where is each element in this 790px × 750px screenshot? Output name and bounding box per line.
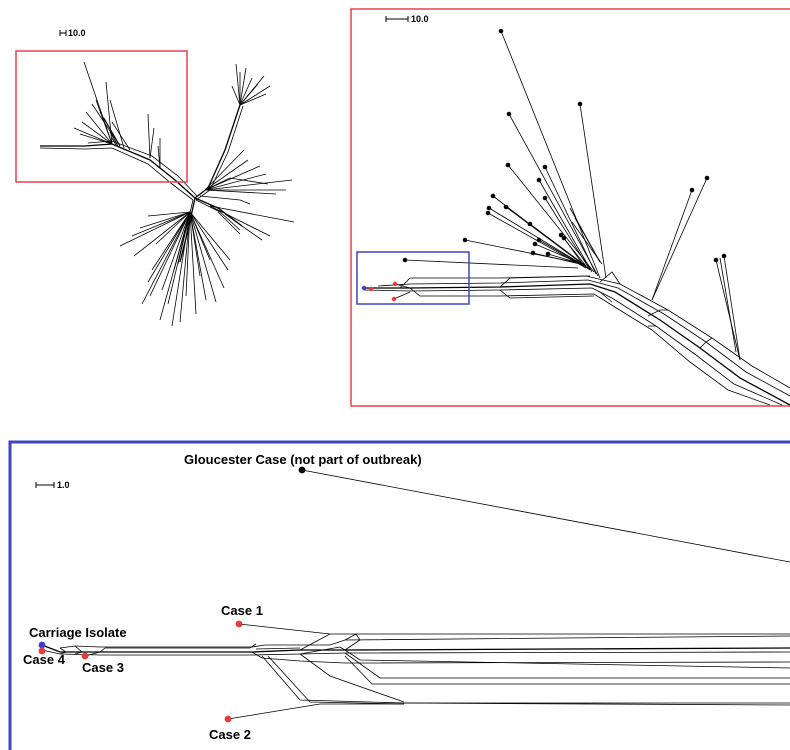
zoom-highlight-box (356, 251, 470, 305)
overview-network (39, 61, 295, 327)
zoom-panel: 10.0 (350, 8, 790, 407)
overview-highlight-box (15, 50, 188, 183)
overview-panel: 10.0 (15, 28, 295, 327)
black-node (558, 232, 564, 238)
case3-label: Case 3 (82, 660, 124, 675)
case1-node (235, 620, 243, 628)
black-node (689, 187, 695, 193)
black-node (527, 221, 533, 227)
black-node (536, 237, 542, 243)
case-node (368, 286, 374, 292)
black-node (485, 210, 491, 216)
black-node (498, 28, 504, 34)
detail-scale-bar: 1.0 (35, 480, 70, 490)
case4-node (38, 647, 46, 655)
case-node (391, 296, 397, 302)
black-node (577, 101, 583, 107)
case-node (392, 281, 398, 287)
zoom-scale-bar: 10.0 (385, 14, 429, 24)
black-node (462, 237, 468, 243)
detail-panel-frame (8, 440, 790, 750)
detail-network (41, 469, 790, 720)
black-node (490, 193, 496, 199)
black-node (505, 162, 511, 168)
case1-label: Case 1 (221, 603, 263, 618)
black-node (503, 204, 509, 210)
detail-scale-label: 1.0 (57, 480, 70, 490)
black-node (532, 241, 538, 247)
zoom-network (363, 30, 790, 406)
black-node (721, 253, 727, 259)
overview-scale-label: 10.0 (68, 28, 86, 38)
gloucester-node (298, 466, 306, 474)
black-node (506, 111, 512, 117)
case4-label: Case 4 (23, 652, 66, 667)
black-node (561, 235, 567, 241)
carriage-isolate-node (38, 641, 46, 649)
black-node (486, 205, 492, 211)
detail-panel: 1.0 (8, 440, 790, 750)
black-node (542, 195, 548, 201)
black-node (704, 175, 710, 181)
black-node (402, 257, 408, 263)
detail-labels: Gloucester Case (not part of outbreak) C… (23, 452, 422, 742)
case2-label: Case 2 (209, 727, 251, 742)
case3-node (81, 652, 89, 660)
case2-node (224, 715, 232, 723)
detail-nodes (38, 466, 306, 723)
zoom-scale-label: 10.0 (411, 14, 429, 24)
black-node (530, 250, 536, 256)
carriage-isolate-label: Carriage Isolate (29, 625, 127, 640)
black-node (536, 177, 542, 183)
overview-scale-bar: 10.0 (59, 28, 86, 38)
gloucester-label: Gloucester Case (not part of outbreak) (184, 452, 422, 467)
black-node (542, 164, 548, 170)
zoom-panel-frame (350, 8, 790, 407)
black-node (713, 257, 719, 263)
black-node (545, 251, 551, 257)
carriage-node (361, 285, 367, 291)
zoom-nodes (361, 28, 727, 302)
